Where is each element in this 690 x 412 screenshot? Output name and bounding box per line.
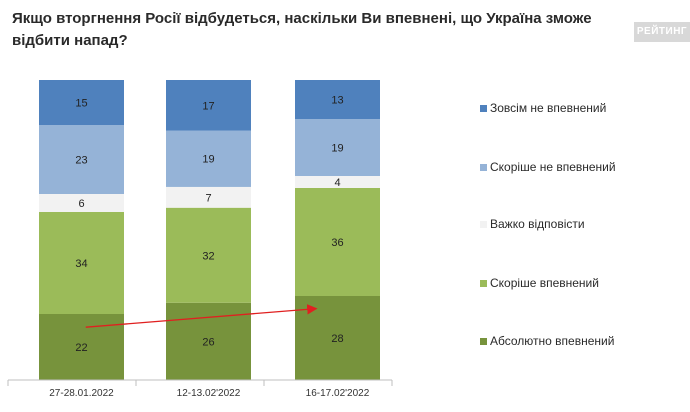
legend-item-важко-відповісти: Важко відповісти xyxy=(480,217,585,231)
data-label-важко-відповісти-1: 7 xyxy=(205,192,211,204)
data-label-скоріше-впевнений-2: 36 xyxy=(331,237,343,249)
bar-зовсім-не-впевнений-2 xyxy=(295,80,380,119)
bar-важко-відповісти-2 xyxy=(295,176,380,188)
bar-скоріше-не-впевнений-1 xyxy=(166,130,251,187)
data-label-абсолютно-впевнений-1: 26 xyxy=(202,336,214,348)
data-label-скоріше-впевнений-1: 32 xyxy=(202,250,214,262)
x-tick-label-1: 12-13.02'2022 xyxy=(177,388,241,399)
x-tick-label-0: 27-28.01.2022 xyxy=(49,388,114,399)
chart-title: Якщо вторгнення Росії відбудеться, наскі… xyxy=(12,10,592,49)
data-label-скоріше-не-впевнений-2: 19 xyxy=(331,143,343,155)
trend-arrow-0 xyxy=(85,304,318,328)
legend-swatch xyxy=(480,105,487,112)
data-label-зовсім-не-впевнений-0: 15 xyxy=(75,98,87,110)
brand-logo: РЕЙТИНГ xyxy=(634,22,690,42)
bar-важко-відповісти-0 xyxy=(39,194,124,212)
legend-item-зовсім-не-впевнений: Зовсім не впевнений xyxy=(480,101,606,115)
legend-label: Абсолютно впевнений xyxy=(490,334,614,348)
bar-зовсім-не-впевнений-0 xyxy=(39,80,124,125)
bar-скоріше-не-впевнений-0 xyxy=(39,125,124,194)
bar-скоріше-впевнений-1 xyxy=(166,207,251,303)
data-label-скоріше-не-впевнений-1: 19 xyxy=(202,154,214,166)
data-label-абсолютно-впевнений-2: 28 xyxy=(331,333,343,345)
data-label-скоріше-впевнений-0: 34 xyxy=(75,258,87,270)
legend-label: Зовсім не впевнений xyxy=(490,101,606,115)
data-label-скоріше-не-впевнений-0: 23 xyxy=(75,155,87,167)
bar-скоріше-не-впевнений-2 xyxy=(295,119,380,176)
bar-важко-відповісти-1 xyxy=(166,186,251,208)
bar-зовсім-не-впевнений-1 xyxy=(166,80,251,131)
legend-swatch xyxy=(480,280,487,287)
data-label-абсолютно-впевнений-0: 22 xyxy=(75,342,87,354)
legend-item-абсолютно-впевнений: Абсолютно впевнений xyxy=(480,334,614,348)
x-tick-label-2: 16-17.02'2022 xyxy=(306,388,370,399)
data-label-важко-відповісти-2: 4 xyxy=(334,177,340,189)
bar-скоріше-впевнений-0 xyxy=(39,212,124,314)
legend-item-скоріше-не-впевнений: Скоріше не впевнений xyxy=(480,160,616,174)
bar-скоріше-впевнений-2 xyxy=(295,188,380,296)
legend-item-скоріше-впевнений: Скоріше впевнений xyxy=(480,276,599,290)
data-label-важко-відповісти-0: 6 xyxy=(78,198,84,210)
legend-label: Скоріше впевнений xyxy=(490,276,599,290)
legend-swatch xyxy=(480,164,487,171)
legend-swatch xyxy=(480,221,487,228)
legend-label: Скоріше не впевнений xyxy=(490,160,616,174)
legend-label: Важко відповісти xyxy=(490,217,585,231)
legend-swatch xyxy=(480,338,487,345)
data-label-зовсім-не-впевнений-1: 17 xyxy=(202,100,214,112)
data-label-зовсім-не-впевнений-2: 13 xyxy=(331,95,343,107)
